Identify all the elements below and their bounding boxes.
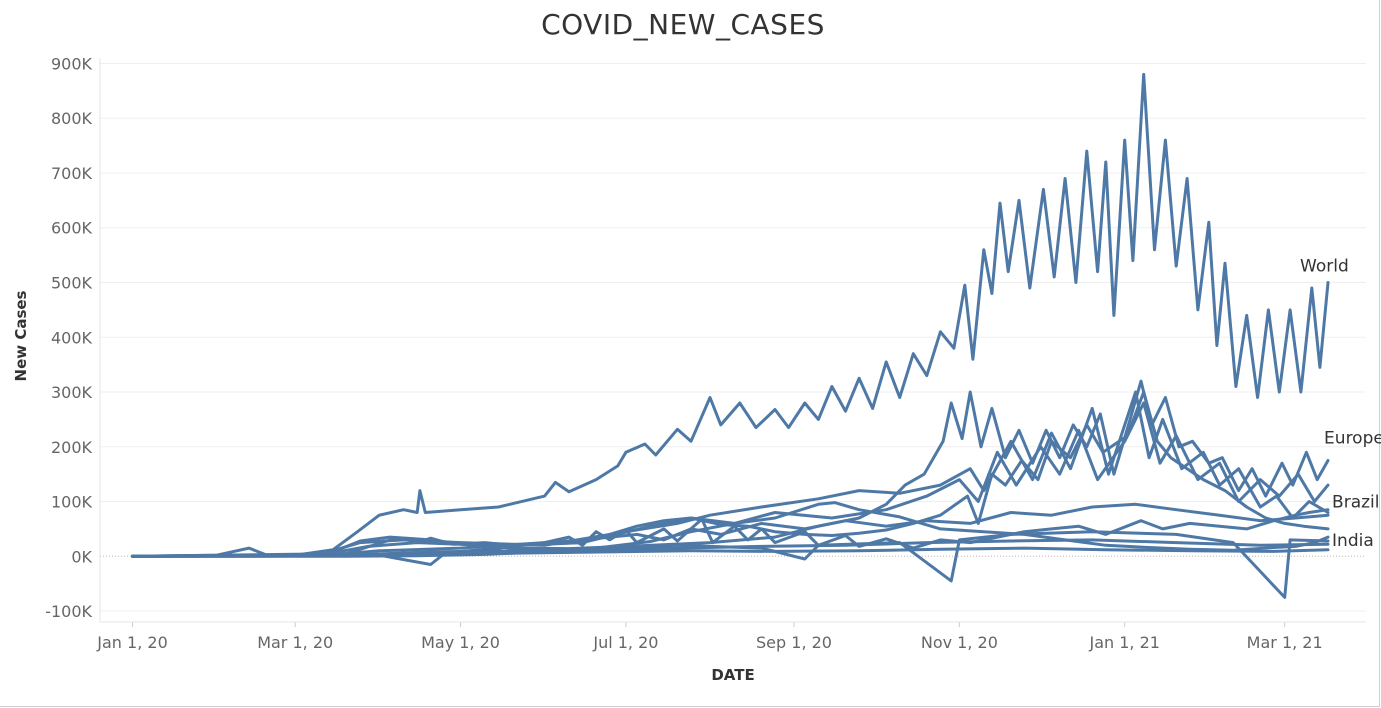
y-tick-label: 300K bbox=[51, 383, 93, 402]
grid-lines bbox=[100, 62, 1366, 612]
series-label-europe: Europe bbox=[1324, 428, 1381, 448]
y-tick-label: 500K bbox=[51, 274, 93, 293]
x-tick-label: Sep 1, 20 bbox=[756, 633, 832, 652]
y-tick-label: -100K bbox=[45, 602, 92, 621]
x-tick-label: Jan 1, 20 bbox=[96, 633, 167, 652]
series-lines bbox=[131, 72, 1330, 599]
series-labels: World Europe Brazil India bbox=[1300, 257, 1381, 552]
x-tick-label: Mar 1, 21 bbox=[1247, 633, 1323, 652]
x-tick-label: May 1, 20 bbox=[421, 633, 500, 652]
series-line-unlabeled-9 bbox=[131, 538, 1330, 558]
y-tick-label: 400K bbox=[51, 328, 93, 347]
series-label-india: India bbox=[1332, 531, 1374, 551]
series-line-unlabeled-5 bbox=[131, 502, 1330, 558]
y-axis-ticks: 900K 800K 700K 600K 500K 400K 300K 200K 100K 0K -1… bbox=[45, 54, 92, 621]
chart-title: COVID_NEW_CASES bbox=[541, 8, 825, 41]
y-tick-label: 600K bbox=[51, 219, 93, 238]
x-tick-label: Jan 1, 21 bbox=[1088, 633, 1159, 652]
x-axis-ticks: Jan 1, 20 Mar 1, 20 May 1, 20 Jul 1, 20 Sep … bbox=[96, 622, 1323, 652]
series-line-unlabeled-10 bbox=[131, 546, 1330, 558]
x-tick-label: Mar 1, 20 bbox=[257, 633, 333, 652]
y-tick-label: 100K bbox=[51, 493, 93, 512]
y-tick-label: 0K bbox=[71, 547, 92, 566]
x-tick-label: Jul 1, 20 bbox=[592, 633, 658, 652]
series-label-brazil: Brazil bbox=[1332, 493, 1379, 513]
y-tick-label: 700K bbox=[51, 164, 93, 183]
y-axis-title: New Cases bbox=[12, 290, 30, 381]
x-axis-title: DATE bbox=[711, 666, 754, 684]
x-tick-label: Nov 1, 20 bbox=[921, 633, 998, 652]
y-tick-label: 200K bbox=[51, 438, 93, 457]
series-label-world: World bbox=[1300, 257, 1349, 277]
y-tick-label: 800K bbox=[51, 109, 93, 128]
series-line-unlabeled-7 bbox=[131, 390, 1330, 558]
y-tick-label: 900K bbox=[51, 54, 93, 73]
series-line-world bbox=[131, 72, 1330, 558]
